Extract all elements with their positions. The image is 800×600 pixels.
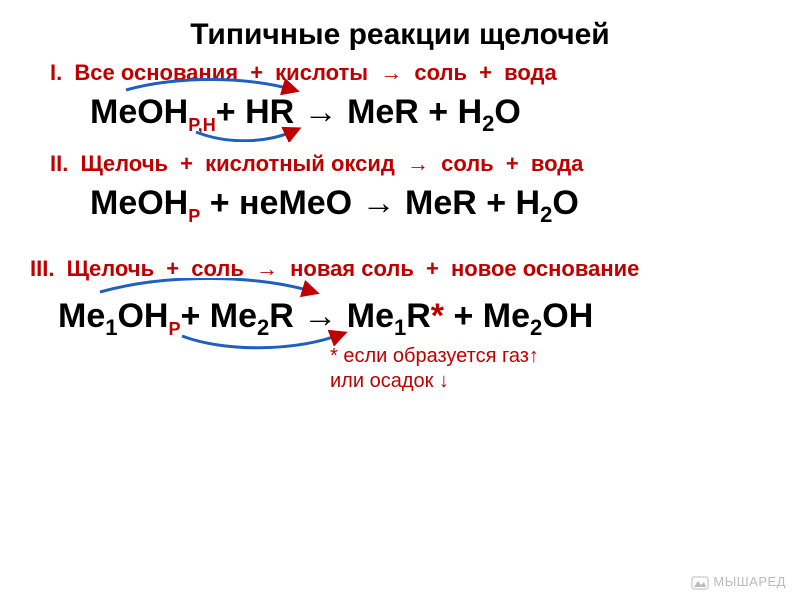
rule-3-plus1: + — [166, 256, 179, 281]
eq3-a: Ме — [58, 297, 105, 335]
slide-title: Типичные реакции щелочей — [30, 18, 770, 52]
equation-2: МеОНР + неМеО → MeR + H2O — [90, 183, 770, 228]
rule-1-num: I. — [50, 60, 62, 85]
rule-3-arr: → — [256, 256, 278, 281]
eq3-c: R → Me — [269, 297, 394, 335]
rule-2-num: II. — [50, 151, 68, 176]
eq3-plus2: + Me — [444, 297, 530, 335]
eq2-rest: + неМеО → MeR + H — [200, 184, 540, 222]
eq1-sub: Р,Н — [188, 115, 216, 135]
rule-2-w2: кислотный оксид — [205, 151, 395, 176]
eq3-plus: + Ме — [181, 297, 258, 335]
rule-1-w1: Все основания — [74, 60, 238, 85]
eq1-h2osub: 2 — [482, 111, 494, 136]
rule-2-plus1: + — [180, 151, 193, 176]
eq2-h2osub: 2 — [540, 202, 552, 227]
footnote-line2: или осадок ↓ — [330, 369, 770, 394]
footnote: * если образуется газ↑ или осадок ↓ — [330, 344, 770, 394]
eq2-h2oend: O — [552, 184, 578, 222]
footnote-line1: * если образуется газ↑ — [330, 344, 770, 369]
rule-2-plus2: + — [506, 151, 519, 176]
eq3-s1: 1 — [105, 315, 117, 340]
eq3-d: R — [406, 297, 431, 335]
rule-1-plus1: + — [250, 60, 263, 85]
watermark-icon — [691, 576, 709, 590]
rule-3-w2: соль — [191, 256, 244, 281]
rule-3-w4: новое основание — [451, 256, 639, 281]
rule-3: III. Щелочь + соль → новая соль + новое … — [30, 256, 770, 282]
rule-3-w1: Щелочь — [67, 256, 155, 281]
rule-3-w3: новая соль — [290, 256, 414, 281]
equation-3: Ме1ОНР+ Ме2R → Me1R* + Me2OH — [58, 296, 770, 341]
equation-1: МеОНР,Н+ НR → MeR + H2O — [90, 92, 770, 137]
rule-2-w1: Щелочь — [80, 151, 168, 176]
eq1-h2oend: O — [494, 93, 520, 131]
eq1-meoh: МеОН — [90, 93, 188, 131]
eq3-psub: Р — [168, 319, 180, 339]
eq3-s4: 2 — [530, 315, 542, 340]
rule-3-num: III. — [30, 256, 54, 281]
rule-1-w2: кислоты — [275, 60, 368, 85]
eq3-s3: 1 — [394, 315, 406, 340]
eq3-e: OH — [542, 297, 593, 335]
rule-1-plus2: + — [479, 60, 492, 85]
rule-1-w4: вода — [504, 60, 557, 85]
watermark: МЫШАРЕД — [691, 574, 786, 590]
rule-1-arr: → — [380, 60, 402, 85]
eq2-meoh: МеОН — [90, 184, 188, 222]
rule-1: I. Все основания + кислоты → соль + вода — [50, 60, 770, 86]
rule-2-w4: вода — [531, 151, 584, 176]
eq3-s2: 2 — [257, 315, 269, 340]
rule-1-w3: соль — [414, 60, 467, 85]
rule-2-arr: → — [407, 151, 429, 176]
eq1-rest: + НR → MeR + H — [216, 93, 482, 131]
rule-2: II. Щелочь + кислотный оксид → соль + во… — [50, 151, 770, 177]
slide-container: Типичные реакции щелочей I. Все основани… — [0, 0, 800, 600]
eq2-sub: Р — [188, 206, 200, 226]
eq3-b: ОН — [117, 297, 168, 335]
watermark-text: МЫШАРЕД — [713, 574, 786, 589]
rule-2-w3: соль — [441, 151, 494, 176]
rule-3-plus2: + — [426, 256, 439, 281]
eq3-star: * — [431, 297, 444, 335]
